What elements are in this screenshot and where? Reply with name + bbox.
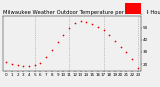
Point: [96, 26, 99, 27]
Point: [131, 59, 133, 60]
Point: [45, 56, 48, 58]
Point: [56, 42, 59, 43]
Point: [39, 62, 42, 64]
Point: [16, 65, 19, 66]
Point: [125, 51, 128, 53]
Point: [5, 61, 7, 62]
Point: [137, 67, 139, 68]
Point: [120, 46, 122, 48]
Point: [62, 34, 65, 36]
Point: [33, 65, 36, 66]
Point: [102, 29, 105, 31]
Point: [79, 20, 82, 21]
Point: [85, 21, 88, 22]
Text: Milwaukee Weather Outdoor Temperature per Hour (24 Hours): Milwaukee Weather Outdoor Temperature pe…: [3, 10, 160, 15]
Point: [74, 22, 76, 24]
Point: [11, 63, 13, 65]
Point: [91, 23, 93, 25]
Point: [114, 40, 116, 42]
Point: [108, 34, 111, 36]
Point: [68, 27, 70, 28]
Point: [51, 49, 53, 50]
Point: [28, 66, 30, 67]
Point: [22, 66, 24, 67]
